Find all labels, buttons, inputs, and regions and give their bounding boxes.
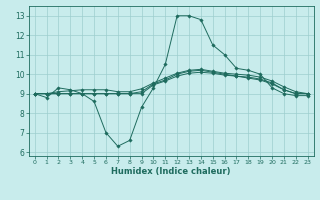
X-axis label: Humidex (Indice chaleur): Humidex (Indice chaleur): [111, 167, 231, 176]
